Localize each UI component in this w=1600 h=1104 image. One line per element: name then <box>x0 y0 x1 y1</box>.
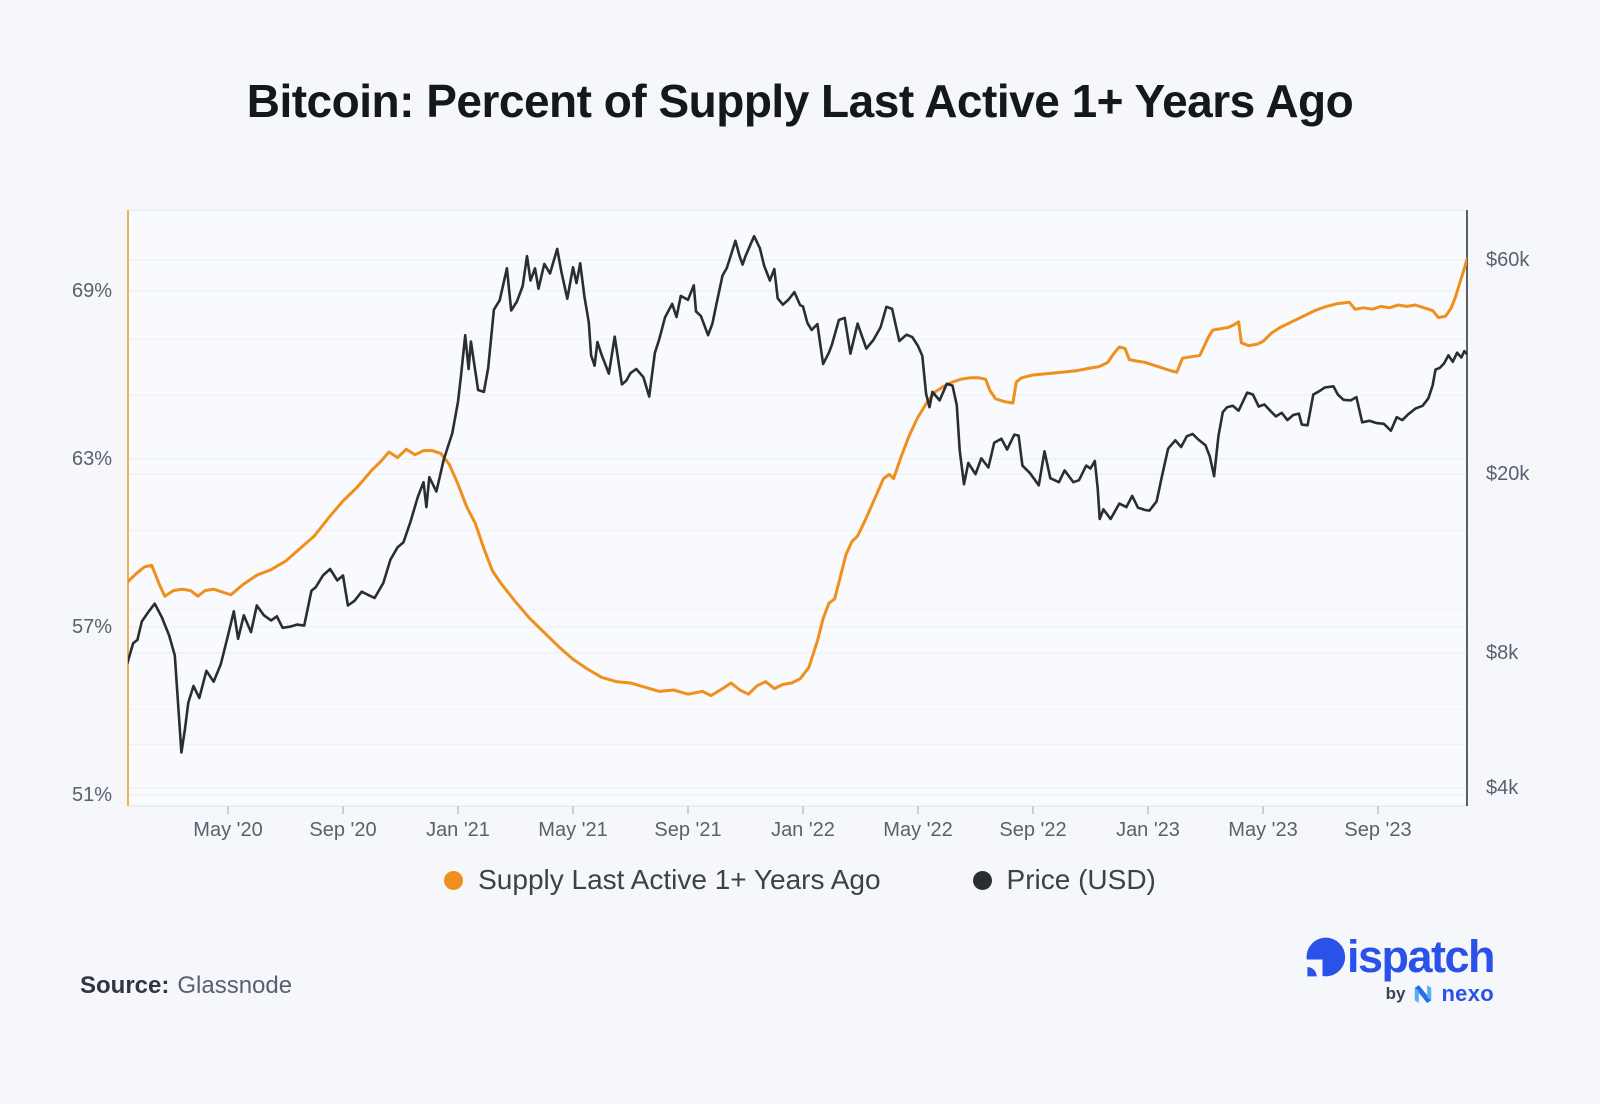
y-right-tick-label: $60k <box>1486 249 1530 271</box>
x-tick-label: Sep '21 <box>654 819 722 841</box>
page-title: Bitcoin: Percent of Supply Last Active 1… <box>246 75 1354 127</box>
supply-legend-label: Supply Last Active 1+ Years Ago <box>478 864 881 895</box>
y-right-tick-label: $20k <box>1486 463 1530 486</box>
legend: Supply Last Active 1+ Years Ago Price (U… <box>0 864 1600 896</box>
source-value: Glassnode <box>177 972 293 999</box>
x-tick-label: Sep '23 <box>1344 819 1412 841</box>
dispatch-branding: ispatch by nexo <box>1303 931 1496 1007</box>
price-line <box>128 234 1467 754</box>
legend-item-supply: Supply Last Active 1+ Years Ago <box>444 864 881 896</box>
x-tick-label: Sep '22 <box>999 819 1067 841</box>
byline-by-text: by <box>1385 984 1406 1003</box>
y-left-tick-label: 51% <box>71 784 112 806</box>
x-tick-label: Jan '23 <box>1116 819 1180 841</box>
nexo-wordmark-text: nexo <box>1441 981 1494 1006</box>
x-tick-label: May '20 <box>193 819 263 841</box>
x-tick-label: Jan '21 <box>426 819 490 841</box>
y-left-tick-label: 63% <box>71 448 112 470</box>
byline: by nexo <box>1304 981 1494 1007</box>
supply-line <box>128 257 1467 698</box>
x-tick-label: May '22 <box>883 819 953 841</box>
source-label: Source: <box>80 972 170 999</box>
y-left-tick-label: 69% <box>71 280 112 302</box>
y-left-tick-label: 57% <box>71 616 112 638</box>
x-tick-label: May '21 <box>538 819 608 841</box>
price-legend-label: Price (USD) <box>1006 864 1156 895</box>
source-attribution: Source: Glassnode <box>80 972 292 1000</box>
dispatch-wordmark: ispatch <box>1303 931 1496 982</box>
nexo-logo-icon <box>1415 985 1432 1003</box>
x-tick-label: Jan '22 <box>771 819 835 841</box>
plot-background <box>128 210 1467 806</box>
dispatch-wordmark-text: ispatch <box>1346 931 1496 982</box>
price-legend-dot-icon <box>972 870 992 890</box>
y-right-tick-label: $8k <box>1486 641 1519 664</box>
dispatch-d-logo-icon <box>1303 937 1346 978</box>
x-tick-label: May '23 <box>1228 819 1298 841</box>
x-tick-label: Sep '20 <box>309 819 377 841</box>
y-right-tick-label: $4k <box>1486 777 1519 800</box>
supply-legend-dot-icon <box>444 870 464 890</box>
legend-item-price: Price (USD) <box>972 864 1156 896</box>
